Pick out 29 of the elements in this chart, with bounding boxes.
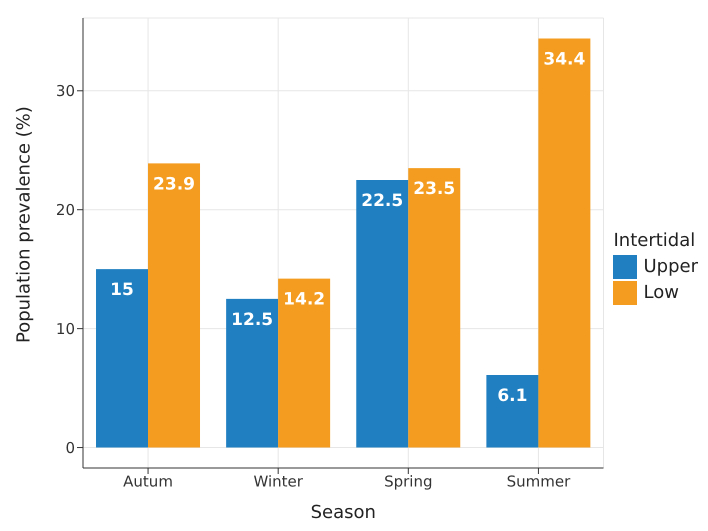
data-label: 22.5 [361, 191, 404, 212]
x-tick-label: Summer [506, 472, 572, 491]
data-label: 34.4 [543, 50, 586, 70]
bar [356, 180, 408, 448]
bar [226, 298, 278, 448]
data-label: 14.2 [283, 290, 326, 310]
legend-title: Intertidal [613, 230, 696, 250]
data-label: 12.5 [231, 310, 274, 330]
x-tick-label: Autum [123, 472, 173, 491]
y-axis-title: Population prevalence (%) [13, 106, 34, 343]
x-tick-label: Spring [384, 472, 433, 491]
data-label: 23.5 [413, 179, 456, 200]
bar [278, 278, 330, 448]
bar [538, 38, 590, 448]
legend-label: Upper [643, 256, 698, 277]
y-tick-label: 10 [56, 320, 75, 338]
legend-label: Low [643, 282, 679, 303]
x-tick-label: Winter [253, 472, 304, 491]
bar [148, 163, 200, 448]
bar [486, 375, 538, 448]
y-tick-label: 0 [65, 438, 75, 457]
data-label: 23.9 [153, 174, 195, 194]
x-axis-title: Season [310, 502, 376, 523]
data-label: 6.1 [497, 386, 528, 406]
y-tick-label: 30 [56, 82, 75, 100]
bar [96, 269, 148, 448]
y-tick-label: 20 [56, 201, 75, 220]
bar [408, 168, 460, 448]
data-label: 15 [110, 280, 134, 300]
